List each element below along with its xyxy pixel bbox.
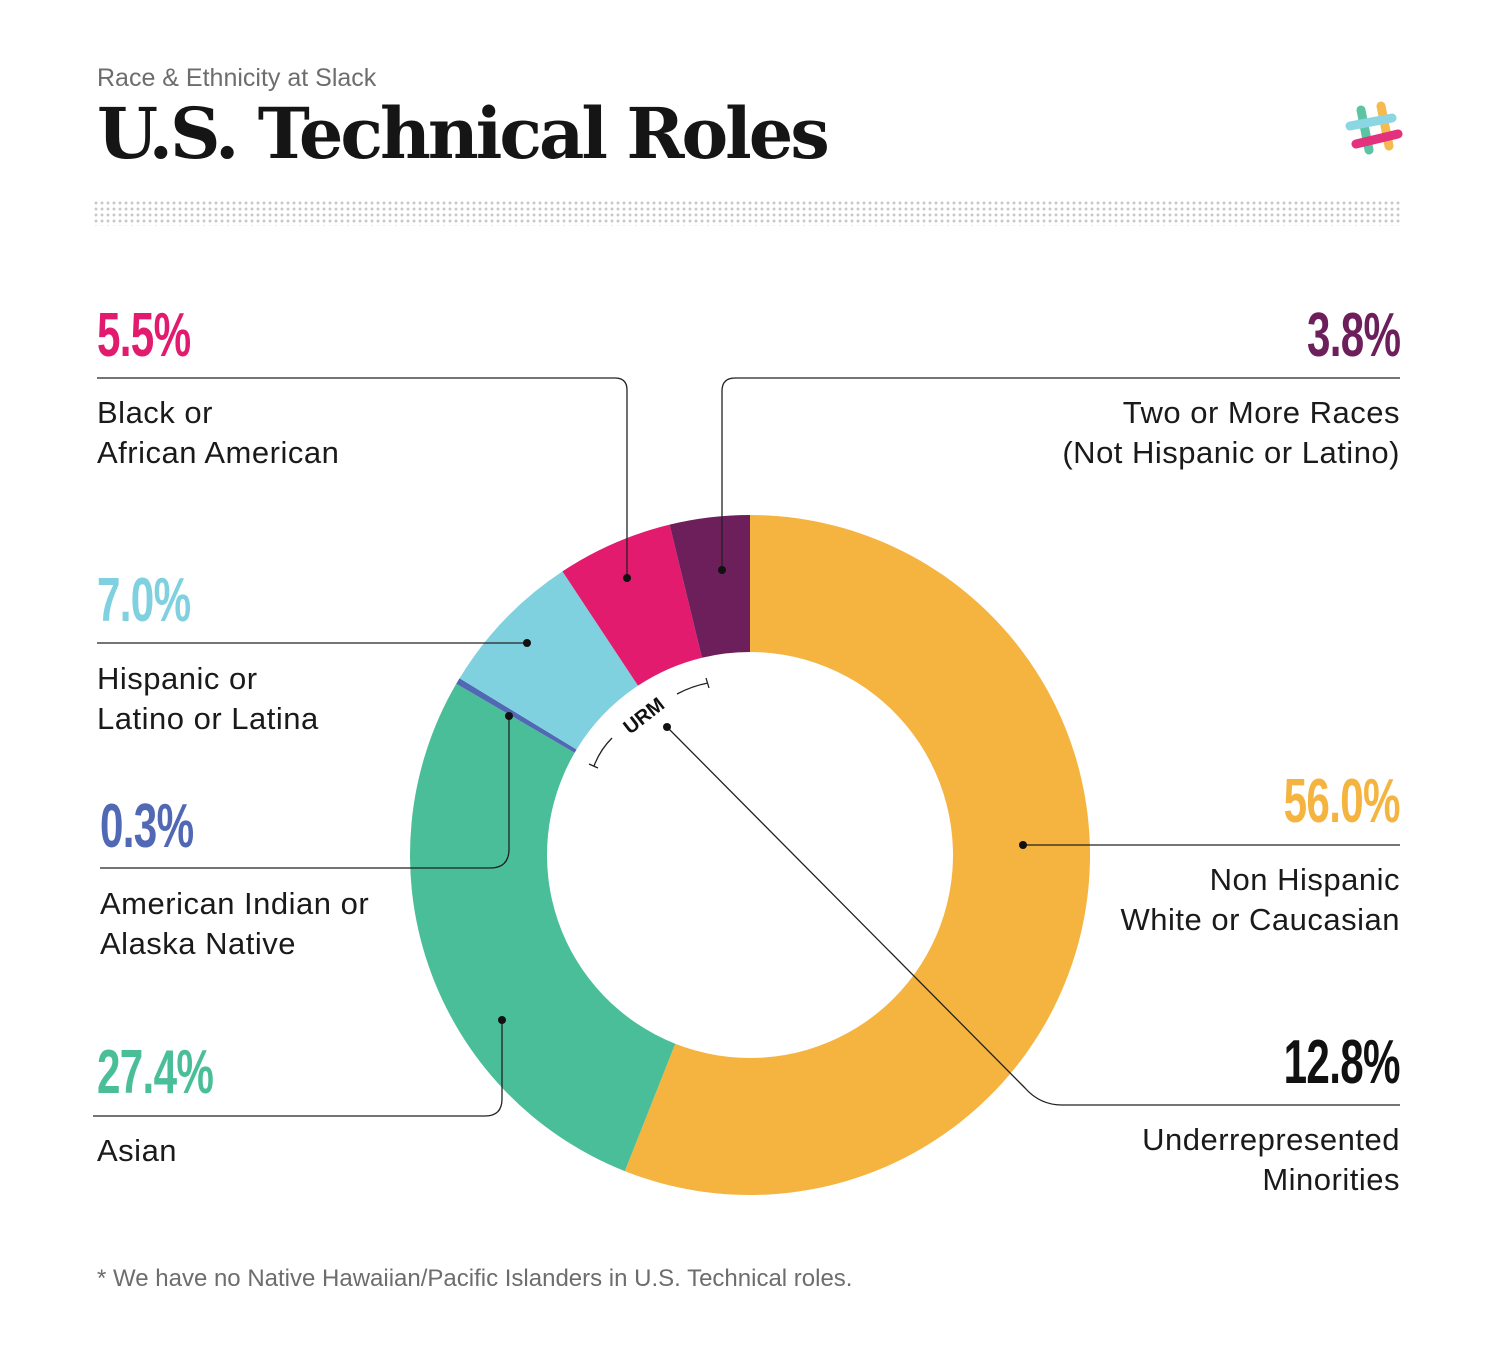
pct-asian: 27.4% [97, 1038, 214, 1107]
urm-bracket-left [588, 737, 613, 769]
slice-asian [409, 683, 676, 1172]
leader-line-two-or-more [721, 377, 1400, 570]
slice-american-indian-or-alaska-native [456, 678, 577, 753]
dot-aian [505, 712, 513, 720]
label-white: Non Hispanic White or Caucasian [1120, 862, 1400, 937]
dot-urm [663, 723, 671, 731]
leader-line-aian [100, 716, 510, 869]
slice-two-or-more-races-not-hispanic-or-latino [669, 515, 750, 658]
leader-line-black [97, 377, 628, 578]
urm-label: URM [620, 694, 669, 739]
pct-two-or-more: 3.8% [1306, 301, 1401, 370]
dot-asian [498, 1016, 506, 1024]
label-asian: Asian [97, 1133, 178, 1168]
leader-line-asian [93, 1020, 503, 1117]
leader-line-urm [666, 726, 1400, 1106]
chart-subtitle: Race & Ethnicity at Slack [97, 64, 377, 92]
label-hispanic: Hispanic or Latino or Latina [97, 661, 319, 736]
label-aian: American Indian or Alaska Native [100, 886, 370, 961]
pct-white: 56.0% [1283, 767, 1401, 836]
dot-black [623, 574, 631, 582]
slack-logo-icon [1345, 101, 1403, 155]
pct-black: 5.5% [97, 301, 191, 370]
dotted-divider [93, 200, 1400, 226]
slice-black-or-african-american [562, 524, 702, 686]
dot-two-or-more [718, 566, 726, 574]
dot-hispanic [523, 639, 531, 647]
pct-aian: 0.3% [100, 792, 194, 861]
slice-hispanic-or-latino-or-latina [459, 571, 639, 750]
label-black: Black or African American [97, 395, 340, 470]
urm-bracket-right [676, 677, 710, 695]
chart-title: U.S. Technical Roles [97, 92, 830, 175]
pct-urm: 12.8% [1283, 1028, 1401, 1097]
pct-hispanic: 7.0% [97, 566, 191, 635]
label-urm: Underrepresented Minorities [1142, 1122, 1400, 1197]
dot-white [1019, 841, 1027, 849]
slice-non-hispanic-white-or-caucasian [624, 515, 1090, 1195]
footnote: * We have no Native Hawaiian/Pacific Isl… [97, 1265, 853, 1292]
label-two-or-more: Two or More Races (Not Hispanic or Latino… [1062, 395, 1400, 470]
